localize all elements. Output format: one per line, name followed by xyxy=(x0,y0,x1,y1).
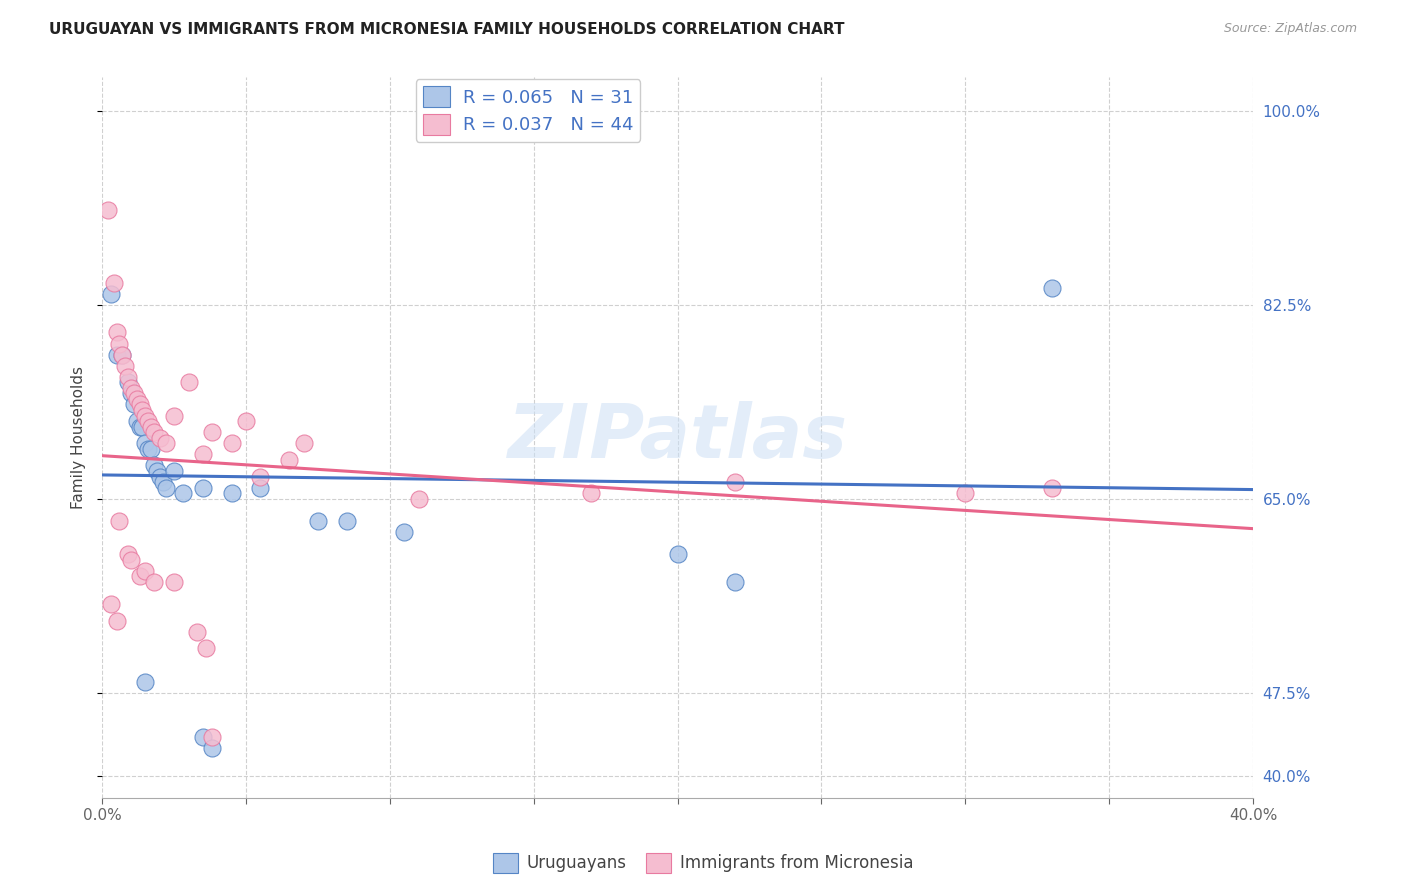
Legend: R = 0.065   N = 31, R = 0.037   N = 44: R = 0.065 N = 31, R = 0.037 N = 44 xyxy=(416,79,640,142)
Point xyxy=(186,624,208,639)
Point xyxy=(103,276,125,290)
Point xyxy=(108,336,131,351)
Point xyxy=(191,481,214,495)
Point xyxy=(100,597,122,611)
Point xyxy=(172,486,194,500)
Point xyxy=(134,564,156,578)
Point xyxy=(163,464,186,478)
Point xyxy=(111,348,134,362)
Point xyxy=(125,392,148,406)
Point xyxy=(149,469,172,483)
Point xyxy=(100,286,122,301)
Point xyxy=(120,552,142,566)
Point xyxy=(163,574,186,589)
Legend: Uruguayans, Immigrants from Micronesia: Uruguayans, Immigrants from Micronesia xyxy=(486,847,920,880)
Point xyxy=(336,514,359,528)
Point xyxy=(221,486,243,500)
Point xyxy=(122,386,145,401)
Point xyxy=(249,469,271,483)
Point xyxy=(408,491,430,506)
Point xyxy=(105,326,128,340)
Point xyxy=(724,574,747,589)
Point xyxy=(125,414,148,428)
Y-axis label: Family Households: Family Households xyxy=(72,367,86,509)
Point xyxy=(163,409,186,423)
Point xyxy=(200,741,222,756)
Point xyxy=(394,524,416,539)
Point xyxy=(134,674,156,689)
Point xyxy=(120,386,142,401)
Point xyxy=(149,431,172,445)
Point xyxy=(155,436,177,450)
Point xyxy=(278,453,301,467)
Point xyxy=(108,514,131,528)
Point xyxy=(105,614,128,628)
Point xyxy=(120,381,142,395)
Point xyxy=(131,419,153,434)
Point xyxy=(955,486,977,500)
Point xyxy=(155,481,177,495)
Point xyxy=(134,409,156,423)
Point xyxy=(191,447,214,461)
Point xyxy=(131,403,153,417)
Point xyxy=(143,574,166,589)
Point xyxy=(249,481,271,495)
Point xyxy=(128,419,150,434)
Point xyxy=(136,442,159,456)
Point xyxy=(292,436,315,450)
Point xyxy=(139,419,162,434)
Point xyxy=(128,569,150,583)
Point xyxy=(581,486,603,500)
Point xyxy=(1040,281,1063,295)
Point xyxy=(307,514,329,528)
Point xyxy=(1040,481,1063,495)
Point xyxy=(128,397,150,411)
Point xyxy=(194,641,217,656)
Point xyxy=(200,730,222,744)
Point xyxy=(146,464,169,478)
Point xyxy=(724,475,747,489)
Point xyxy=(117,547,139,561)
Point xyxy=(200,425,222,440)
Point xyxy=(97,203,120,218)
Text: Source: ZipAtlas.com: Source: ZipAtlas.com xyxy=(1223,22,1357,36)
Point xyxy=(134,436,156,450)
Point xyxy=(143,458,166,473)
Point xyxy=(111,348,134,362)
Point xyxy=(117,376,139,390)
Point xyxy=(152,475,174,489)
Point xyxy=(117,369,139,384)
Text: ZIPatlas: ZIPatlas xyxy=(508,401,848,475)
Point xyxy=(114,359,136,373)
Point xyxy=(666,547,689,561)
Point xyxy=(139,442,162,456)
Point xyxy=(105,348,128,362)
Text: URUGUAYAN VS IMMIGRANTS FROM MICRONESIA FAMILY HOUSEHOLDS CORRELATION CHART: URUGUAYAN VS IMMIGRANTS FROM MICRONESIA … xyxy=(49,22,845,37)
Point xyxy=(177,376,200,390)
Point xyxy=(191,730,214,744)
Point xyxy=(136,414,159,428)
Point xyxy=(143,425,166,440)
Point xyxy=(221,436,243,450)
Point xyxy=(235,414,257,428)
Point xyxy=(122,397,145,411)
